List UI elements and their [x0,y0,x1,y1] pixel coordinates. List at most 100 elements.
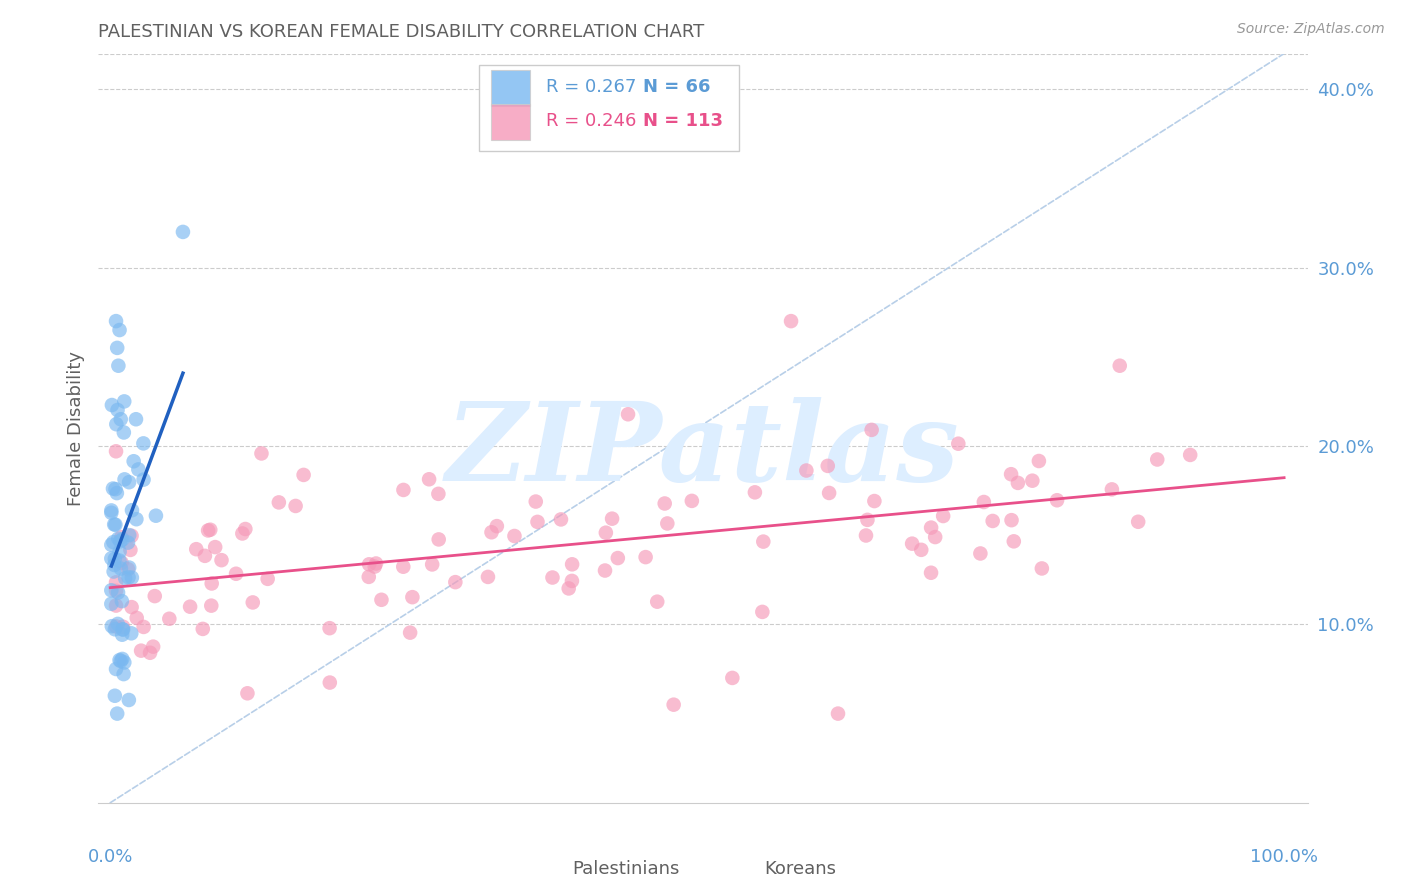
Point [550,512,572,526]
Point [103,517,125,532]
Point [120,542,142,557]
Point [125,512,148,526]
Text: R = 0.246: R = 0.246 [546,112,636,130]
Point [477,570,499,584]
Text: R = 0.267: R = 0.267 [546,78,636,96]
Point [981,514,1004,528]
Point [924,530,946,544]
Point [145,508,167,523]
Point [143,589,166,603]
Text: Source: ZipAtlas.com: Source: ZipAtlas.com [1237,22,1385,37]
Point [105,314,128,328]
Point [780,314,803,328]
Point [100,597,122,611]
Point [1108,359,1130,373]
Point [485,519,508,533]
Point [103,535,125,549]
Point [107,359,129,373]
Point [112,394,135,409]
Point [132,436,155,450]
Point [364,559,387,574]
Point [107,616,129,631]
Point [319,675,342,690]
Point [863,494,886,508]
Point [211,553,233,567]
Point [399,625,422,640]
Point [108,323,131,337]
Point [108,553,131,567]
Text: 0.0%: 0.0% [87,847,132,866]
Point [105,619,128,633]
Point [179,599,201,614]
Point [105,486,128,500]
Point [401,590,423,604]
Point [132,473,155,487]
Point [101,398,124,412]
Point [420,558,443,572]
Point [370,592,392,607]
Point [118,560,141,574]
Point [121,503,143,517]
Point [357,570,380,584]
Point [104,552,127,566]
Point [111,533,134,547]
Point [104,482,127,496]
Point [200,523,222,537]
Text: ZIPatlas: ZIPatlas [446,397,960,504]
Point [920,521,942,535]
Point [392,483,415,497]
Point [856,513,879,527]
FancyBboxPatch shape [492,103,530,140]
Point [101,619,124,633]
Point [120,626,142,640]
Point [132,620,155,634]
Point [256,572,278,586]
Point [100,503,122,517]
Point [242,595,264,609]
Text: 100.0%: 100.0% [1250,847,1317,866]
Point [112,623,135,637]
Point [121,600,143,615]
Point [107,532,129,546]
Point [121,571,143,585]
Point [541,570,564,584]
Point [117,570,139,584]
Point [117,562,139,576]
Point [194,549,217,563]
Point [197,524,219,538]
Point [593,564,616,578]
Point [105,575,128,590]
Point [973,495,995,509]
Point [108,544,131,558]
Point [932,509,955,524]
Point [634,550,657,565]
Point [481,525,503,540]
Point [110,556,132,570]
Point [117,535,139,549]
Point [191,622,214,636]
Point [1000,467,1022,482]
Point [827,706,849,721]
Point [104,689,127,703]
Point [600,511,623,525]
Text: N = 66: N = 66 [643,78,710,96]
Point [104,517,127,532]
Point [662,698,685,712]
Point [595,525,617,540]
Point [969,546,991,560]
Point [101,482,124,496]
Point [236,686,259,700]
Point [142,640,165,654]
Text: Koreans: Koreans [765,860,837,878]
Point [910,542,932,557]
Point [657,516,679,531]
Point [104,622,127,636]
Point [503,529,526,543]
Point [100,538,122,552]
Point [105,599,128,613]
Point [681,494,703,508]
Point [112,656,135,670]
Point [111,628,134,642]
Point [105,583,128,598]
Point [1031,561,1053,575]
